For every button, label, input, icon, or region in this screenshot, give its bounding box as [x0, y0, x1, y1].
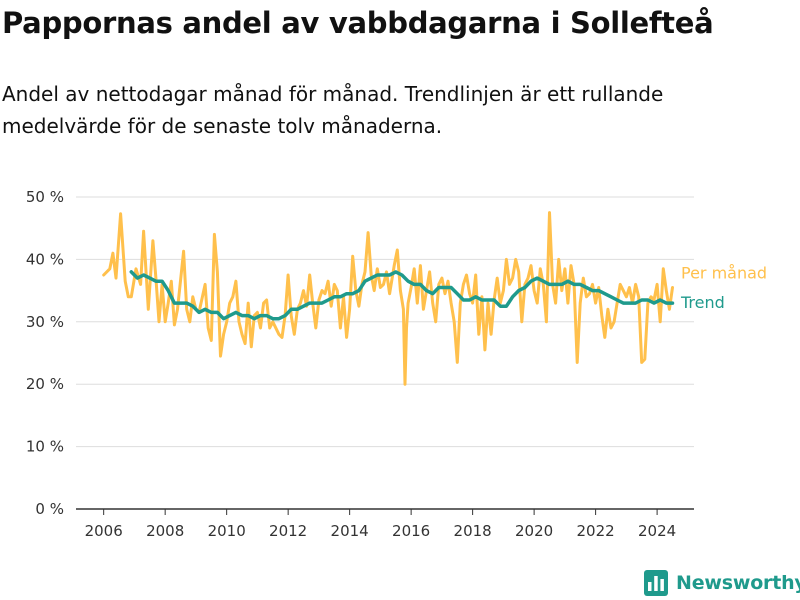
- y-axis-tick-labels: 0 % 10 % 20 % 30 % 40 % 50 %: [26, 188, 64, 518]
- series-label-per-manad: Per månad: [681, 263, 767, 282]
- y-tick-label: 10 %: [26, 438, 64, 456]
- grid-lines: [76, 196, 694, 448]
- x-tick-label: 2010: [208, 522, 246, 540]
- y-tick-label: 50 %: [26, 188, 64, 206]
- newsworthy-logo: Newsworthy: [644, 570, 800, 596]
- x-tick-label: 2012: [269, 522, 307, 540]
- x-tick-label: 2006: [85, 522, 123, 540]
- chart-subtitle: Andel av nettodagar månad för månad. Tre…: [2, 82, 664, 138]
- x-tick-label: 2018: [454, 522, 492, 540]
- series-lines: [102, 211, 675, 386]
- chart-title: Pappornas andel av vabbdagarna i Solleft…: [2, 6, 714, 40]
- y-tick-label: 20 %: [26, 375, 64, 393]
- y-tick-label: 30 %: [26, 313, 64, 331]
- series-line-trend: [129, 270, 675, 321]
- y-tick-label: 40 %: [26, 250, 64, 268]
- series-labels: Per månad Trend: [680, 263, 767, 312]
- x-axis-ticks: 2006 2008 2010 2012 2014 2016 2018 2020 2022 2024: [85, 509, 676, 540]
- x-tick-label: 2022: [577, 522, 615, 540]
- x-tick-label: 2024: [638, 522, 676, 540]
- bar-chart-icon: [644, 570, 668, 596]
- x-tick-label: 2008: [146, 522, 184, 540]
- series-line-per-manad: [102, 211, 674, 386]
- logo-text: Newsworthy: [676, 572, 800, 594]
- x-tick-label: 2020: [515, 522, 553, 540]
- x-tick-label: 2014: [331, 522, 369, 540]
- x-tick-label: 2016: [392, 522, 430, 540]
- y-tick-label: 0 %: [35, 500, 64, 518]
- series-label-trend: Trend: [680, 293, 725, 312]
